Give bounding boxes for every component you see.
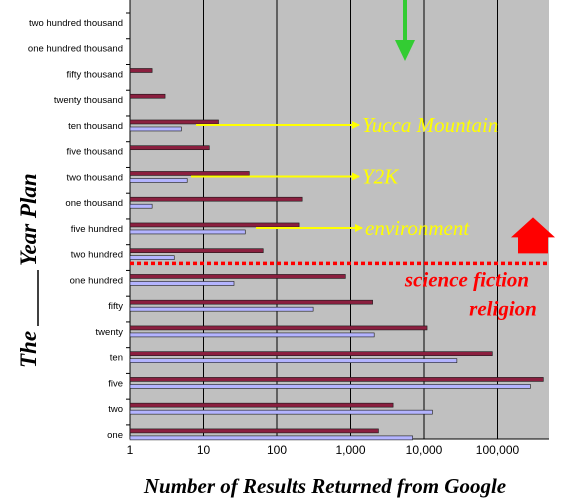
threshold-label: science fiction [404,267,529,291]
bar [129,428,379,434]
bar [129,203,153,209]
bar [129,409,433,415]
category-labels: two hundred thousand one hundred thousand… [28,12,130,441]
category-label: two hundred [71,250,123,261]
annotation-label: Y2K [362,164,399,188]
bar [129,306,314,312]
bar [129,274,346,279]
top-arrow-head [395,40,415,61]
bar [129,255,175,260]
x-axis-title: Number of Results Returned from Google [143,474,506,498]
y-axis-title: The Year Plan [16,173,41,368]
x-tick-label: 10,000 [406,443,443,457]
x-tick-label: 1,000 [335,443,365,457]
bar [129,93,166,99]
bar [129,68,153,73]
x-tick-label: 10 [197,443,211,457]
bar [129,299,373,305]
bar [129,248,264,253]
category-label: twenty [96,327,124,338]
bar [129,196,303,202]
bar [129,119,219,125]
category-label: twenty thousand [54,95,123,106]
annotation-label: environment [365,216,470,240]
category-label: two thousand [66,172,123,183]
bar [129,351,493,356]
y-axis-title-prefix: The [16,331,41,368]
category-label: fifty thousand [66,69,123,80]
category-label: ten thousand [68,121,123,132]
x-tick-label: 100,000 [476,443,520,457]
bars [129,68,544,441]
threshold-label: religion [469,296,537,320]
bar [129,126,182,132]
bar [129,281,235,286]
bar [129,325,428,331]
bar [129,145,210,151]
category-label: ten [110,353,123,364]
category-label: five thousand [66,147,123,158]
category-label: one thousand [65,198,123,209]
y-axis-title-suffix: Year Plan [16,173,41,266]
bar [129,171,250,176]
category-label: two hundred thousand [29,18,123,29]
top-arrow-shaft [403,0,407,42]
bar [129,402,394,408]
bar [129,222,300,228]
bar [129,384,531,389]
bar [129,229,246,235]
threshold-up-arrow [511,217,555,254]
category-label: one hundred [70,275,123,286]
category-label: fifty [108,301,123,312]
annotation-label: Yucca Mountain [362,113,498,137]
annotations: Yucca Mountain Y2K environment science fict… [130,0,555,320]
category-label: five [108,378,123,389]
bar [129,358,458,363]
x-tick-labels: 1 10 100 1,000 10,000 100,000 [127,443,520,457]
bar [129,435,413,441]
bar [129,332,375,338]
category-label: one [107,430,123,441]
bar [129,178,188,183]
bar [129,377,544,382]
x-tick-label: 1 [127,443,134,457]
category-label: one hundred thousand [28,44,123,55]
category-label: two [108,404,123,415]
x-tick-label: 100 [267,443,287,457]
plot-area [130,0,549,439]
category-label: five hundred [71,224,123,235]
